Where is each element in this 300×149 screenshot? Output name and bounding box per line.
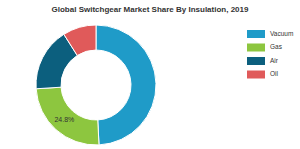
legend-swatch	[247, 30, 265, 38]
legend-swatch	[247, 57, 265, 65]
chart: Global Switchgear Market Share By Insula…	[0, 0, 300, 149]
legend-label: Gas	[270, 43, 283, 50]
legend: Vacuum Gas Air Oil	[247, 30, 293, 79]
pie-slice	[36, 87, 99, 145]
data-labels: 24.8%	[54, 116, 74, 123]
legend-swatch	[247, 44, 265, 52]
pie-slice	[96, 25, 156, 145]
legend-label: Vacuum	[270, 30, 293, 37]
data-label: 24.8%	[54, 116, 74, 123]
pie-group	[36, 25, 156, 145]
chart-title: Global Switchgear Market Share By Insula…	[52, 5, 250, 14]
pie-slice	[64, 25, 96, 55]
legend-label: Oil	[270, 70, 279, 77]
legend-swatch	[247, 71, 265, 79]
legend-label: Air	[270, 57, 279, 64]
